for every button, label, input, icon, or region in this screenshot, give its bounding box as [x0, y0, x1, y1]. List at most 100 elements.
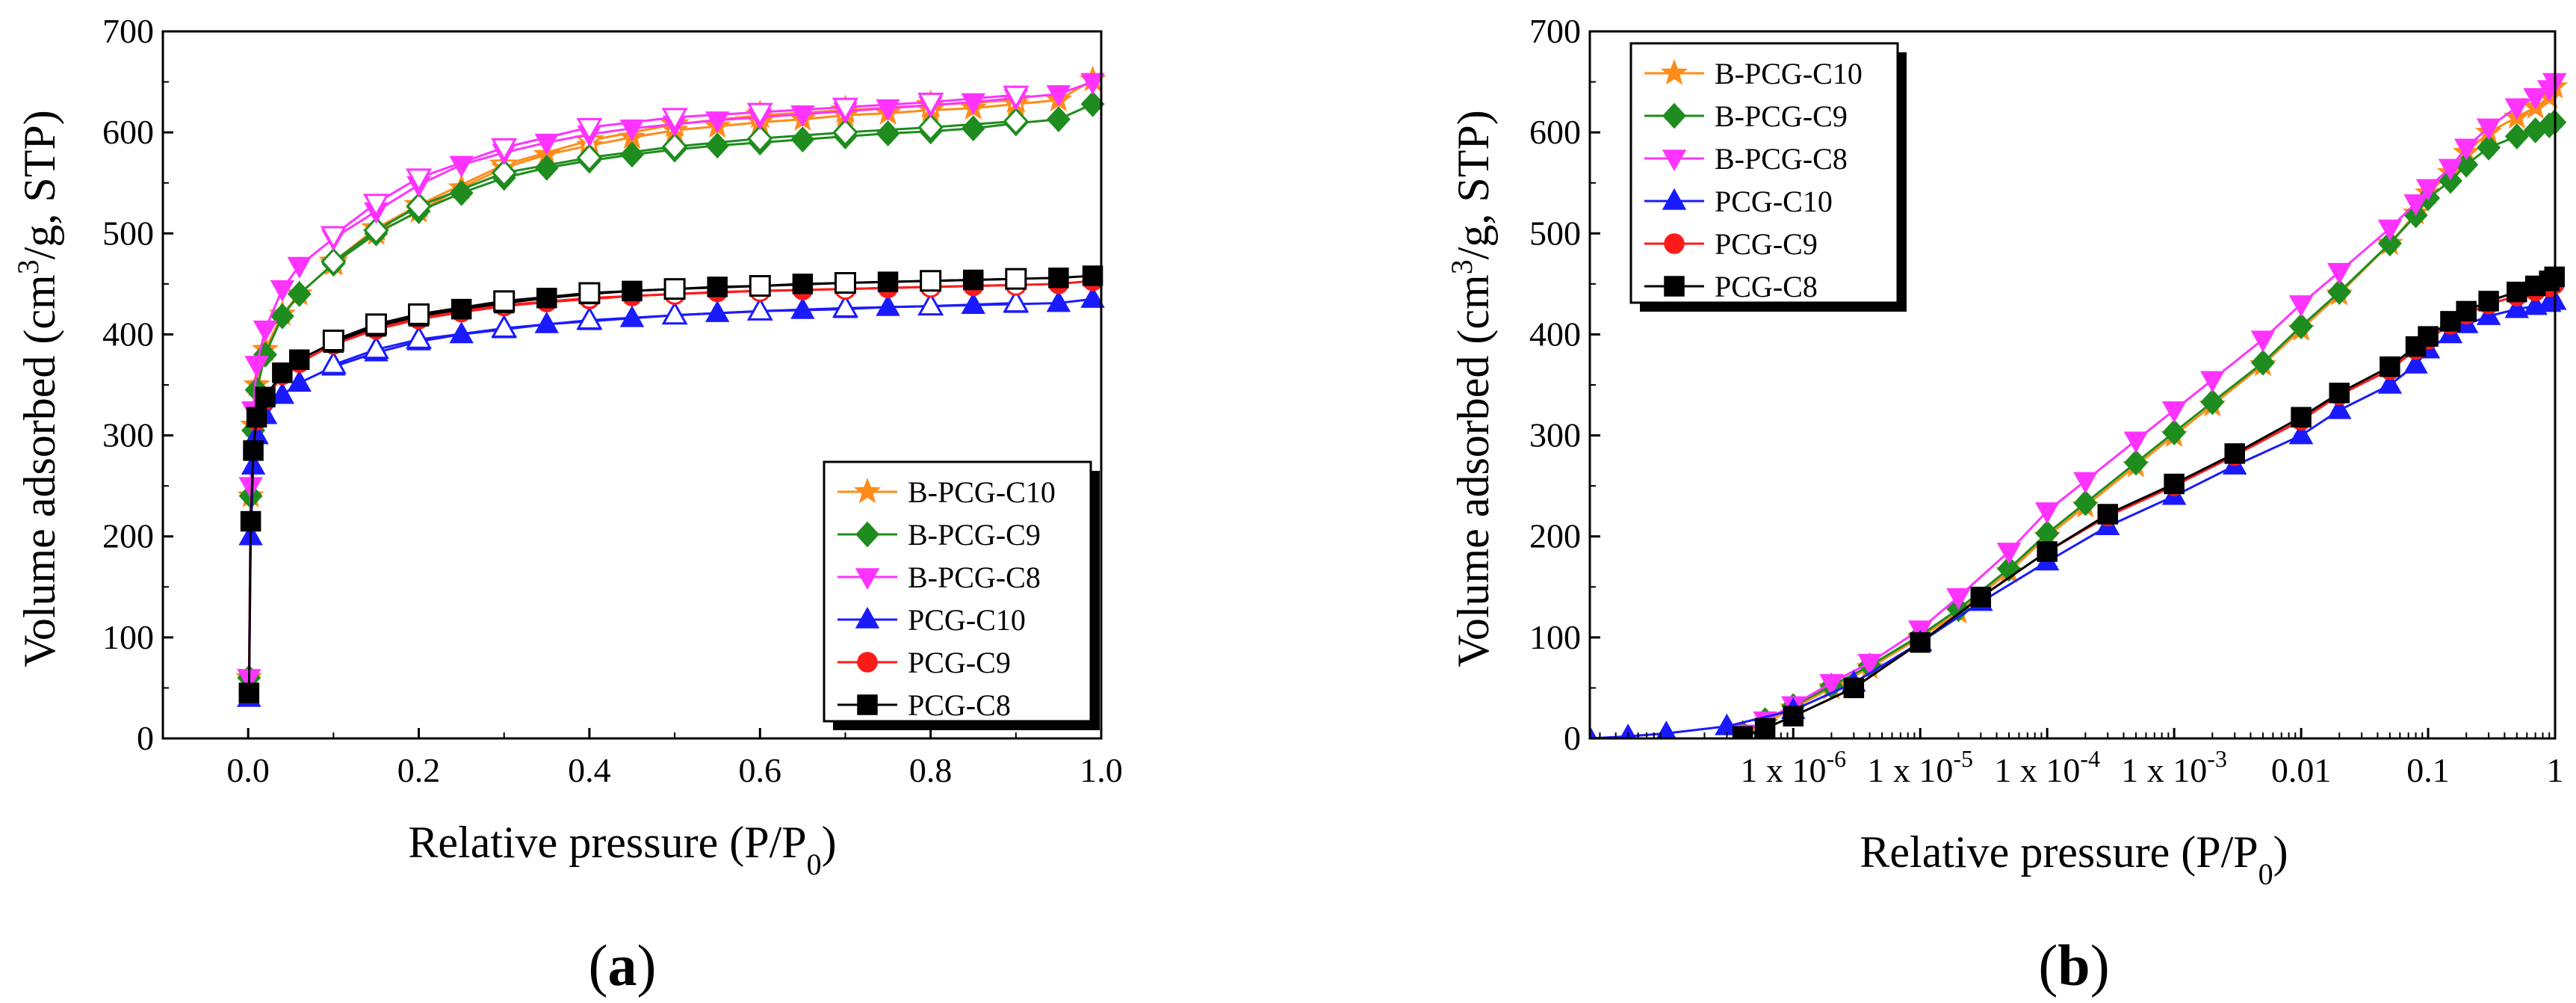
legend-label: B-PCG-C8	[908, 561, 1041, 594]
data-point	[270, 280, 295, 302]
desorption-point	[834, 272, 856, 294]
data-point	[2476, 118, 2501, 141]
x-tick-label: 1 x 10-5	[1867, 745, 1973, 789]
desorption-point	[491, 158, 517, 187]
data-point	[2523, 88, 2548, 110]
legend-box	[823, 460, 1092, 723]
data-point	[2439, 167, 2462, 194]
data-point	[1970, 587, 1992, 608]
data-point	[2288, 422, 2314, 445]
desorption-point	[320, 351, 347, 374]
legend-entry-pcg-c10: PCG-C10	[1644, 185, 1833, 218]
panel-a-legend: B-PCG-C10 B-PCG-C9 B-PCG-C8 PCG-C10 PCG-C9 PC…	[823, 460, 1100, 730]
data-point	[2415, 179, 2441, 201]
series-line	[1742, 276, 2556, 738]
desorption-point	[576, 306, 603, 330]
panel-b-y-ticks: 0 100 200 300 400 500 600 700	[1529, 12, 1600, 757]
panel-a-marks	[235, 65, 1106, 707]
data-point	[705, 111, 730, 134]
data-point	[2250, 330, 2276, 353]
legend-label: B-PCG-C8	[1715, 142, 1848, 176]
data-point	[287, 256, 312, 279]
legend-marker	[857, 694, 878, 715]
legend-label: PCG-C9	[1715, 227, 1818, 261]
desorption-point	[365, 313, 387, 336]
data-point	[2380, 356, 2400, 377]
data-point	[255, 386, 276, 407]
data-point	[2476, 303, 2501, 325]
panel-b-x-ticks: 1 x 10-6 1 x 10-5 1 x 10-4 1 x 10-3 0.01 0.1 1	[1599, 728, 2564, 789]
data-point	[2073, 490, 2098, 516]
legend-label: PCG-C8	[908, 688, 1011, 722]
x-tick-label: 0.4	[568, 751, 611, 789]
legend-label: B-PCG-C10	[908, 475, 1056, 509]
y-tick-label: 400	[102, 315, 154, 353]
data-point	[244, 356, 269, 378]
data-point	[1046, 106, 1071, 132]
desorption-point	[832, 97, 858, 122]
data-point	[790, 126, 815, 152]
data-point	[534, 311, 560, 333]
desorption-point	[661, 301, 688, 325]
legend-marker	[1664, 276, 1685, 297]
data-point	[246, 407, 267, 428]
data-point	[2403, 194, 2428, 216]
data-point	[620, 141, 644, 168]
data-point	[288, 349, 310, 370]
data-point	[2477, 135, 2501, 161]
data-point	[2327, 397, 2352, 419]
desorption-point	[406, 192, 432, 220]
desorption-point	[747, 124, 773, 152]
data-point	[1082, 265, 1103, 286]
data-point	[2377, 230, 2402, 257]
data-point	[2478, 291, 2499, 312]
data-point	[272, 362, 293, 383]
y-tick-label: 400	[1529, 315, 1581, 353]
desorption-point	[362, 194, 389, 217]
x-tick-label: 0.8	[909, 751, 953, 789]
data-point	[1656, 720, 1676, 738]
data-point	[287, 370, 312, 392]
data-point	[2164, 473, 2185, 495]
y-tick-label: 0	[1564, 719, 1581, 757]
series-pcg-c10	[237, 286, 1105, 707]
data-point	[2097, 504, 2119, 525]
y-tick-label: 700	[102, 12, 154, 50]
legend-marker	[1662, 188, 1687, 210]
data-point	[2327, 279, 2352, 306]
desorption-point	[1003, 107, 1029, 135]
desorption-point	[408, 303, 430, 325]
data-point	[2453, 138, 2479, 161]
x-tick-label: 0.2	[397, 751, 441, 789]
desorption-point	[661, 108, 688, 132]
data-point	[1857, 653, 1882, 676]
data-point	[2329, 383, 2350, 404]
legend-label: B-PCG-C10	[1715, 57, 1863, 90]
legend-marker	[857, 652, 878, 673]
data-point	[1783, 706, 1804, 727]
data-point	[2504, 98, 2530, 120]
y-tick-label: 600	[1529, 113, 1581, 151]
desorption-point	[1003, 288, 1030, 313]
desorption-point	[406, 325, 433, 349]
legend-entry-pcg-c8: PCG-C8	[837, 688, 1011, 722]
legend-marker	[1662, 102, 1686, 129]
legend-label: PCG-C9	[908, 646, 1011, 679]
data-point	[1080, 286, 1105, 308]
desorption-point	[746, 102, 773, 126]
y-tick-label: 200	[102, 517, 154, 555]
data-point	[2124, 449, 2148, 476]
data-point	[2438, 158, 2463, 181]
data-point	[619, 119, 645, 141]
desorption-point	[746, 297, 773, 321]
desorption-point	[1003, 85, 1030, 109]
x-tick-label: 1.0	[1080, 751, 1123, 789]
panel-a-y-axis-title: Volume adsorbed (cm3/g, STP)	[11, 110, 65, 667]
data-point	[243, 440, 264, 461]
data-point	[253, 320, 278, 342]
legend-entry-b-pcg-c9: B-PCG-C9	[837, 518, 1041, 552]
y-tick-label: 0	[137, 719, 154, 757]
legend-entry-pcg-c9: PCG-C9	[1644, 227, 1818, 261]
series-b-pcg-c9	[237, 90, 1105, 691]
data-point	[2200, 371, 2225, 393]
